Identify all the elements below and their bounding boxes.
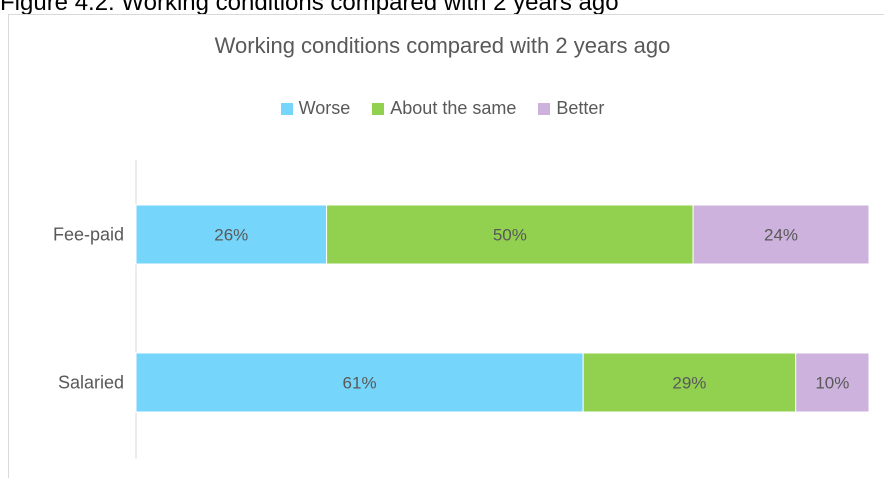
bar-1-2: [795, 352, 870, 413]
legend-label-1: About the same: [390, 98, 517, 118]
data-label-0-1: 50%: [493, 226, 527, 245]
bar-0-0: [135, 204, 328, 265]
legend-label-2: Better: [556, 98, 605, 118]
category-label-1: Salaried: [58, 373, 124, 393]
legend-item-2: Better: [538, 98, 604, 119]
data-label-0-2: 24%: [764, 226, 798, 245]
legend-item-0: Worse: [280, 98, 351, 119]
bar-1-1: [582, 352, 797, 413]
chart-legend: Worse About the same Better: [0, 98, 885, 119]
bar-0-1: [326, 204, 694, 265]
data-label-0-0: 26%: [214, 226, 248, 245]
chart-title: Working conditions compared with 2 years…: [214, 33, 671, 58]
chart-frame: [8, 14, 884, 478]
legend-swatch-0: [280, 102, 293, 115]
bar-1-0: [135, 352, 584, 413]
legend-swatch-1: [372, 102, 385, 115]
legend-item-1: About the same: [372, 98, 516, 119]
legend-label-0: Worse: [298, 98, 351, 118]
legend-swatch-2: [538, 102, 551, 115]
bar-0-2: [692, 204, 870, 265]
figure-caption: Figure 4.2: Working conditions compared …: [0, 0, 619, 16]
data-label-1-0: 61%: [343, 374, 377, 393]
data-label-1-2: 10%: [815, 374, 849, 393]
data-label-1-1: 29%: [672, 374, 706, 393]
category-label-0: Fee-paid: [53, 225, 124, 245]
